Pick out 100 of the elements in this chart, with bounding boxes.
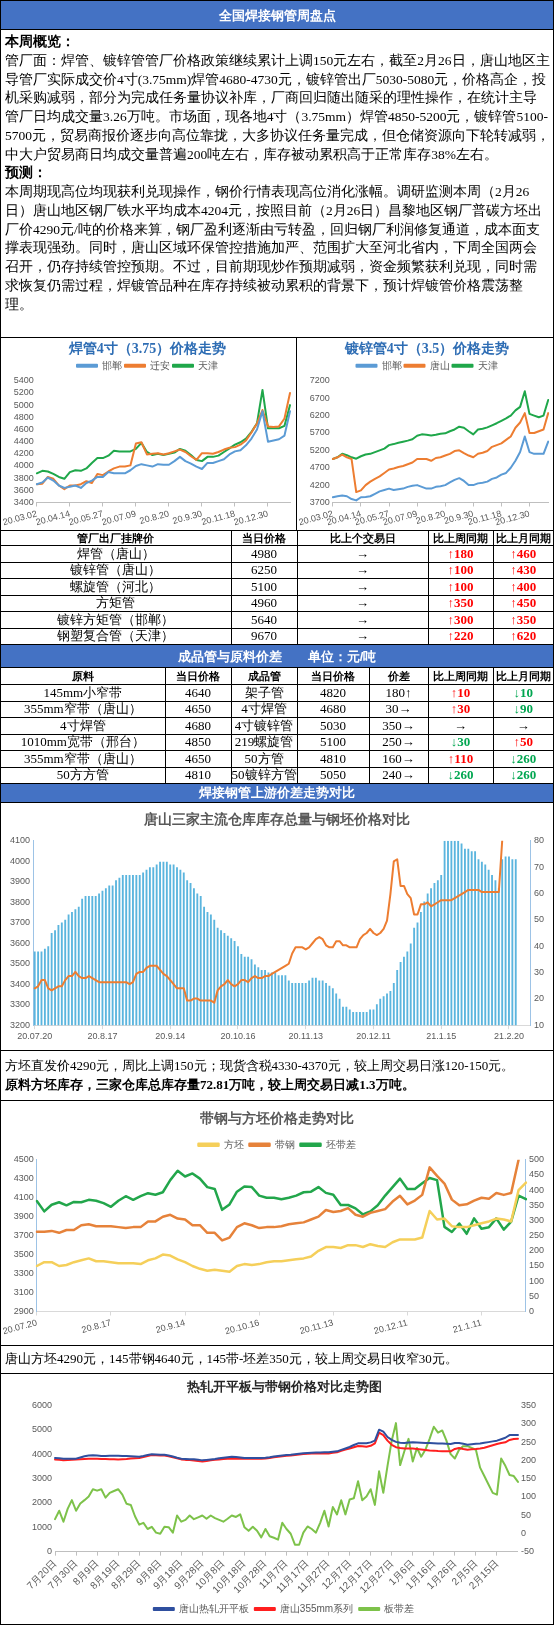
y-tick-label: 4100: [9, 835, 31, 846]
data-label: ↑10: [428, 684, 493, 701]
y2-tick-label: 50: [528, 1291, 539, 1301]
data-label: ↓260: [428, 767, 493, 783]
data-label: →: [493, 717, 553, 734]
data-label: →: [297, 545, 428, 562]
text: 成品管: [231, 668, 297, 685]
data-label: 5100: [297, 734, 369, 751]
category-label: 50镀锌方管: [231, 767, 297, 783]
text: 比上周同期: [428, 531, 493, 546]
data-label: ↑460: [493, 545, 553, 562]
data-label: 4980: [231, 545, 297, 562]
y2-tick-label: 70: [533, 861, 544, 872]
data-label: ↑430: [493, 562, 553, 579]
data-label: 4810: [297, 750, 369, 767]
x-tick-label: 20.11.13: [288, 1031, 323, 1042]
y-tick-label: 4000: [9, 855, 31, 866]
data-label: 5030: [297, 717, 369, 734]
y2-tick-label: 20: [533, 993, 544, 1004]
y2-tick-label: 30: [533, 967, 544, 977]
y-tick-label: 3800: [13, 472, 34, 483]
data-label: ↓260: [493, 767, 553, 783]
text: 价差: [369, 668, 428, 685]
chart-title: 镀锌管4寸（3.5）价格走势: [343, 340, 510, 357]
y-tick-label: 3900: [13, 1211, 34, 1222]
data-label: →: [297, 562, 428, 579]
category-label: 355mm窄带（唐山）: [1, 701, 165, 718]
chart-title: 热轧开平板与带钢价格对比走势图: [185, 1379, 382, 1395]
y2-tick-label: 40: [533, 940, 544, 951]
data-label: 30→: [369, 701, 428, 718]
data-label: →: [297, 578, 428, 595]
text: 比上月同期: [493, 668, 553, 685]
y-tick-label: 4200: [13, 448, 34, 459]
y2-tick-label: 300: [528, 1215, 545, 1226]
data-label: 4680: [165, 717, 231, 734]
y2-tick-label: 350: [528, 1199, 545, 1210]
data-label: ↑110: [428, 750, 493, 767]
y-tick-label: 3000: [31, 1473, 53, 1484]
data-label: ↓260: [493, 750, 553, 767]
y-tick-label: 4800: [13, 411, 34, 422]
legend-label: 天津: [477, 359, 498, 371]
data-label: ↓90: [493, 701, 553, 718]
data-label: 240→: [369, 767, 428, 783]
category-label: 焊管（唐山）: [1, 545, 231, 562]
category-label: 钢塑复合管（天津）: [1, 628, 231, 644]
text: 方坯直发价4290元，周比上调150元；现货含税4330-4370元，较上周交易日涨120-150元。: [5, 1057, 516, 1075]
y2-tick-label: 450: [528, 1169, 545, 1180]
category-label: 4寸焊管: [241, 701, 287, 717]
x-tick-label: 21.1.15: [426, 1031, 457, 1042]
y2-tick-label: 150: [528, 1260, 545, 1271]
y2-tick-label: 100: [528, 1275, 545, 1286]
text: 原料: [70, 669, 95, 684]
y2-tick-label: 200: [520, 1455, 537, 1466]
y2-tick-label: 250: [528, 1230, 545, 1241]
y2-tick-label: 10: [533, 1019, 544, 1030]
y-tick-label: 3500: [13, 1249, 34, 1260]
y2-tick-label: 150: [520, 1473, 537, 1484]
x-tick-label: 20.10.16: [220, 1031, 256, 1042]
y2-tick-label: 0: [528, 1306, 534, 1317]
text: 比上月同期: [493, 531, 553, 546]
y-tick-label: 0: [47, 1546, 53, 1557]
y-tick-label: 3500: [9, 958, 31, 969]
y-tick-label: 3800: [9, 896, 31, 907]
category-label: 镀锌管（唐山）: [1, 562, 231, 579]
legend-label: 邯郸: [102, 359, 122, 371]
data-label: →: [297, 628, 428, 644]
y2-tick-label: 300: [520, 1418, 537, 1429]
y-tick-label: 3100: [13, 1287, 34, 1298]
category-label: 4寸镀锌管: [234, 717, 294, 733]
legend-label: 唐山热轧开平板: [178, 1602, 249, 1614]
category-label: 1010mm宽带（邢台）: [1, 734, 165, 751]
data-label: ↑220: [428, 628, 493, 644]
x-tick-label: 20.8.17: [87, 1031, 118, 1042]
y-tick-label: 5000: [13, 399, 34, 410]
text: 当日价格: [231, 531, 297, 546]
y2-tick-label: 250: [520, 1436, 537, 1447]
x-tick-label: 20.12.11: [372, 1317, 409, 1337]
y2-tick-label: 0: [520, 1528, 526, 1539]
data-label: ↓10: [493, 684, 553, 701]
y2-tick-label: 200: [528, 1245, 545, 1256]
y-tick-label: 4400: [13, 436, 34, 447]
x-tick-label: 21.1.11: [451, 1317, 483, 1335]
y2-tick-label: 50: [533, 914, 544, 925]
category-label: 50方方管: [1, 767, 165, 783]
y-tick-label: 3900: [9, 876, 31, 887]
y-tick-label: 5200: [13, 387, 34, 398]
y-tick-label: 4300: [13, 1173, 34, 1184]
data-label: ↑30: [428, 701, 493, 718]
data-label: ↑300: [428, 611, 493, 628]
text: 成品管与原料价差 单位：元/吨: [1, 645, 553, 668]
y-tick-label: 3300: [13, 1268, 34, 1279]
text: 原料方坯库存，三家仓库总库存量72.81万吨，较上周交易日减1.3万吨。: [5, 1075, 416, 1094]
y2-tick-label: 400: [528, 1184, 545, 1195]
chart-title: 唐山三家主流仓库库存总量与钢坯价格对比: [143, 811, 410, 828]
data-label: 350→: [369, 717, 428, 734]
data-label: 4960: [231, 595, 297, 612]
legend-label: 方坯: [223, 1138, 244, 1150]
category-label: 方矩管: [1, 595, 231, 612]
x-tick-label: 20.9.14: [154, 1317, 187, 1336]
x-tick-label: 20.10.16: [223, 1317, 261, 1337]
